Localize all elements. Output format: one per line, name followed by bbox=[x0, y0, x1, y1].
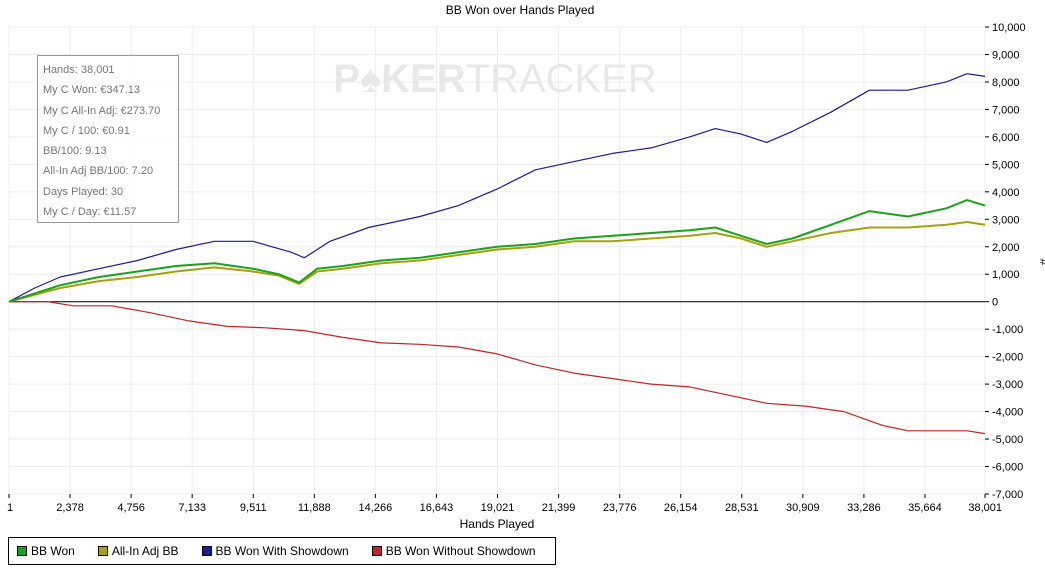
legend-swatch-icon bbox=[201, 546, 212, 556]
x-tick-label: 7,133 bbox=[178, 502, 206, 514]
y-tick-label: 10,000 bbox=[992, 22, 1026, 34]
legend-item[interactable]: BB Won bbox=[17, 544, 75, 558]
legend-label: BB Won Without Showdown bbox=[385, 544, 536, 558]
x-tick-label: 28,531 bbox=[725, 502, 759, 514]
x-tick-label: 35,664 bbox=[908, 502, 942, 514]
y-tick-label: 4,000 bbox=[992, 187, 1020, 199]
x-axis-title: Hands Played bbox=[460, 517, 535, 531]
series-line-bb-won-without-showdown bbox=[9, 301, 986, 435]
x-tick-label: 23,776 bbox=[603, 502, 637, 514]
stat-days-played: Days Played: 30 bbox=[43, 185, 124, 198]
stat-all-in-adj: My C All-In Adj: €273.70 bbox=[43, 104, 161, 117]
x-tick-label: 33,286 bbox=[847, 502, 881, 514]
series-line-bb-won-with-showdown bbox=[8, 73, 986, 303]
stat-my-c-won: My C Won: €347.13 bbox=[43, 84, 141, 97]
watermark: P♠KERTRACKER bbox=[333, 57, 657, 101]
chart-title: BB Won over Hands Played bbox=[446, 3, 595, 17]
x-tick-label: 38,001 bbox=[968, 502, 1002, 514]
stat-bb-per-100: BB/100: 9.13 bbox=[43, 145, 107, 158]
stats-info-box: Hands: 38,001 My C Won: €347.13 My C All… bbox=[37, 55, 179, 223]
watermark-part-2: KER bbox=[381, 57, 466, 101]
watermark-spade-icon: ♠ bbox=[360, 57, 381, 101]
x-tick-label: 4,756 bbox=[117, 502, 145, 514]
stat-my-c-per-100: My C / 100: €0.91 bbox=[43, 124, 130, 137]
y-axis-title: # bbox=[1037, 259, 1045, 266]
y-tick-label: 5,000 bbox=[992, 159, 1020, 171]
y-tick-label: -7,000 bbox=[992, 489, 1023, 501]
y-tick-label: -6,000 bbox=[992, 462, 1023, 474]
legend-label: All-In Adj BB bbox=[111, 544, 179, 558]
y-tick-label: 7,000 bbox=[992, 104, 1020, 116]
stat-hands: Hands: 38,001 bbox=[43, 64, 115, 76]
y-tick-label: 8,000 bbox=[992, 77, 1020, 89]
series-line-all-in-adj-bb bbox=[8, 221, 986, 303]
legend-swatch-icon bbox=[97, 546, 108, 556]
x-tick-label: 16,643 bbox=[420, 502, 454, 514]
watermark-part-1: P bbox=[333, 57, 360, 101]
y-tick-label: 9,000 bbox=[992, 49, 1020, 61]
y-tick-label: 0 bbox=[992, 297, 998, 309]
legend-item[interactable]: BB Won With Showdown bbox=[201, 544, 349, 558]
series-layer bbox=[8, 73, 986, 435]
legend-item[interactable]: BB Won Without Showdown bbox=[371, 544, 536, 558]
y-tick-label: -2,000 bbox=[992, 352, 1023, 364]
legend: BB Won All-In Adj BB BB Won With Showdown B… bbox=[8, 537, 556, 565]
y-tick-label: -5,000 bbox=[992, 434, 1023, 446]
y-tick-label: -4,000 bbox=[992, 407, 1023, 419]
x-tick-label: 14,266 bbox=[359, 502, 393, 514]
legend-label: BB Won With Showdown bbox=[215, 544, 349, 558]
legend-item[interactable]: All-In Adj BB bbox=[97, 544, 179, 558]
x-tick-label: 26,154 bbox=[664, 502, 698, 514]
x-tick-label: 19,021 bbox=[481, 502, 515, 514]
x-tick-label: 21,399 bbox=[542, 502, 576, 514]
y-tick-label: -1,000 bbox=[992, 324, 1023, 336]
y-tick-label: 6,000 bbox=[992, 132, 1020, 144]
x-tick-label: 11,888 bbox=[298, 502, 331, 514]
x-tick-label: 2,378 bbox=[56, 502, 84, 514]
legend-label: BB Won bbox=[31, 544, 75, 558]
legend-swatch-icon bbox=[371, 546, 382, 556]
y-tick-label: 3,000 bbox=[992, 214, 1020, 226]
x-tick-label: 30,909 bbox=[786, 502, 820, 514]
x-axis-ticks: 1 2,378 4,756 7,133 9,511 11,888 14,266 16,643 1… bbox=[7, 494, 1002, 514]
stat-all-in-adj-bb-per-100: All-In Adj BB/100: 7.20 bbox=[43, 165, 154, 178]
y-tick-label: -3,000 bbox=[992, 379, 1023, 391]
series-line-bb-won bbox=[8, 199, 986, 303]
legend-swatch-icon bbox=[17, 546, 27, 556]
y-tick-label: 2,000 bbox=[992, 242, 1020, 254]
x-tick-label: 9,511 bbox=[240, 502, 267, 514]
watermark-part-3: TRACKER bbox=[466, 57, 657, 101]
x-tick-label: 1 bbox=[7, 502, 13, 514]
stat-my-c-per-day: My C / Day: €11.57 bbox=[43, 206, 137, 219]
y-tick-label: 1,000 bbox=[992, 269, 1020, 281]
y-axis-ticks: 10,000 9,000 8,000 7,000 6,000 5,000 4,000 3,00… bbox=[985, 22, 1026, 501]
